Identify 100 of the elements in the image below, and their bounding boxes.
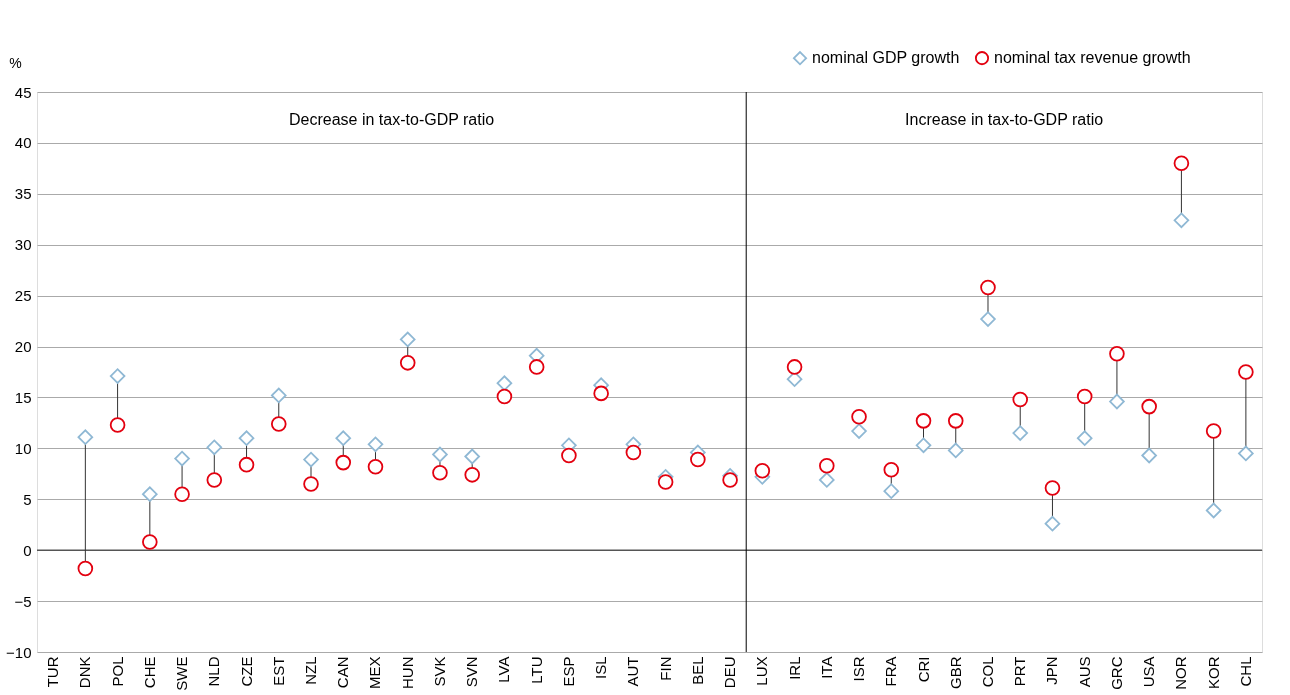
x-tick-label: LVA [495, 656, 513, 683]
point [1012, 391, 1029, 408]
x-tick-label: GRC [1107, 656, 1125, 690]
point [819, 457, 835, 474]
point [786, 359, 803, 375]
x-tick-label: PRT [1011, 656, 1029, 687]
point [206, 472, 223, 488]
point [915, 413, 932, 429]
point [980, 311, 996, 327]
point [142, 534, 158, 550]
point [77, 429, 94, 445]
annotation: Decrease in tax-to-GDP ratio [289, 111, 495, 128]
point [722, 472, 738, 488]
x-tick-label: ISR [850, 656, 868, 682]
point [1044, 515, 1061, 532]
x-tick-label: AUT [624, 656, 642, 687]
point [915, 437, 932, 454]
x-tick-label: COL [978, 656, 996, 688]
x-tick-label: JPN [1043, 656, 1061, 685]
y-tick-label: 35 [14, 185, 32, 203]
point [754, 462, 771, 479]
point [496, 388, 513, 405]
point [1109, 345, 1125, 362]
point [238, 430, 255, 446]
point [1173, 212, 1190, 229]
point [657, 474, 674, 490]
point [528, 359, 545, 375]
point [142, 486, 158, 502]
point [1109, 393, 1125, 410]
x-tick-label: USA [1140, 656, 1158, 688]
point [1141, 447, 1157, 464]
x-tick-label: GBR [946, 656, 964, 690]
x-tick-label: SWE [173, 656, 191, 691]
x-tick-label: FIN [656, 656, 674, 681]
x-tick-label: NLD [205, 656, 223, 687]
point [367, 436, 384, 453]
y-tick-label: 30 [14, 236, 32, 254]
point [270, 416, 287, 432]
x-tick-label: MEX [366, 656, 384, 690]
legend-label: nominal tax revenue growth [994, 49, 1191, 67]
point [335, 430, 352, 446]
point [432, 465, 448, 481]
x-tick-label: NZL [302, 656, 320, 685]
point [496, 375, 513, 391]
point [1141, 398, 1157, 415]
point [174, 486, 190, 502]
point [625, 444, 642, 461]
point [947, 413, 964, 429]
x-tick-label: IRL [785, 656, 803, 680]
point [690, 451, 706, 468]
x-tick-label: CAN [334, 656, 352, 689]
y-tick-label: 10 [14, 439, 32, 457]
x-tick-label: LUX [753, 656, 771, 686]
x-tick-label: CZE [237, 656, 255, 687]
point [399, 355, 416, 371]
point [947, 442, 964, 459]
y-tick-label: 0 [23, 541, 32, 559]
x-tick-label: NOR [1172, 656, 1190, 690]
x-tick-label: POL [108, 656, 126, 687]
x-tick-label: DNK [76, 656, 94, 689]
x-tick-label: SVK [430, 656, 448, 687]
x-tick-label: BEL [688, 656, 706, 685]
x-tick-label: FRA [882, 656, 900, 687]
x-tick-label: EST [269, 656, 287, 686]
point [206, 439, 223, 456]
x-tick-label: HUN [398, 656, 416, 689]
point [883, 461, 900, 478]
point [980, 279, 996, 296]
point [1205, 423, 1222, 439]
point [238, 456, 255, 473]
annotation: Increase in tax-to-GDP ratio [905, 111, 1104, 128]
point [1044, 480, 1061, 496]
point [1238, 364, 1254, 380]
point [1076, 430, 1093, 446]
x-tick-label: SVN [463, 656, 481, 688]
y-tick-label: 20 [14, 338, 32, 356]
y-axis-title: % [9, 54, 22, 71]
point [851, 423, 867, 439]
point [819, 472, 835, 488]
x-tick-label: ISL [592, 656, 610, 680]
y-tick-label: 15 [14, 388, 32, 406]
point [1076, 388, 1093, 405]
x-tick-label: AUS [1075, 656, 1093, 688]
point [851, 409, 867, 425]
point [303, 451, 319, 468]
point [593, 385, 609, 402]
legend-label: nominal GDP growth [812, 49, 960, 67]
x-tick-label: DEU [721, 656, 739, 689]
point [109, 417, 126, 433]
y-tick-label: 5 [23, 490, 32, 508]
point [1238, 445, 1254, 462]
point [303, 476, 319, 492]
point [883, 483, 900, 499]
y-tick-label: 40 [14, 134, 32, 152]
point [1173, 155, 1190, 172]
y-tick-label: 25 [14, 287, 32, 305]
point [367, 458, 384, 475]
y-tick-label: 45 [14, 83, 32, 101]
x-tick-label: CRI [914, 656, 932, 683]
point [1205, 502, 1222, 519]
